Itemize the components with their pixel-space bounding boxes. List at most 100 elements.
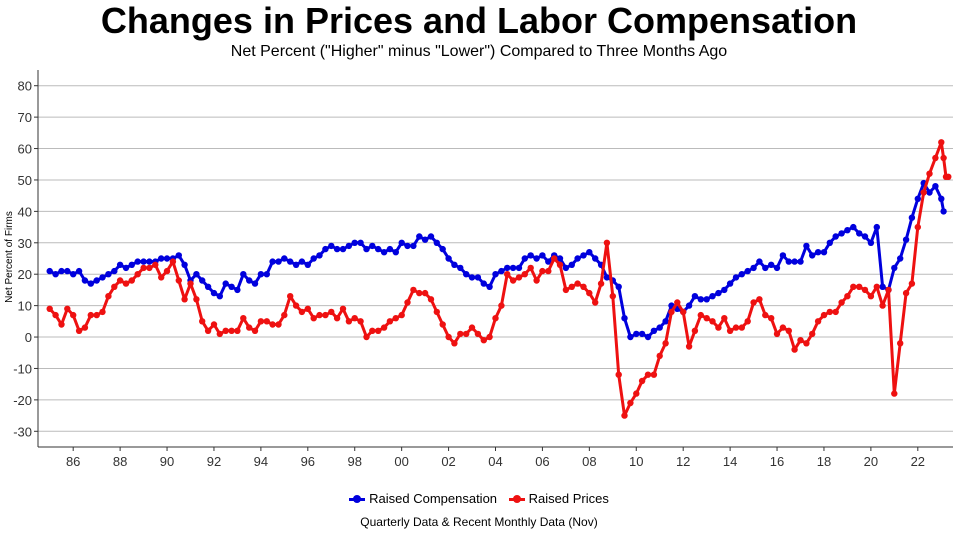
data-point: [838, 299, 845, 306]
data-point: [328, 308, 335, 316]
data-point: [457, 264, 464, 272]
data-point: [926, 170, 933, 177]
data-point: [908, 280, 916, 287]
data-point: [662, 318, 669, 325]
data-point: [562, 264, 570, 272]
data-point: [64, 305, 71, 312]
data-point: [580, 252, 587, 259]
series-line: [48, 140, 949, 418]
data-point: [392, 249, 399, 256]
y-tick-label: -10: [13, 361, 32, 376]
data-point: [463, 330, 470, 338]
data-point: [509, 277, 517, 284]
series-raised-prices: [46, 139, 952, 419]
x-tick-label: 22: [911, 454, 925, 469]
data-point: [468, 324, 476, 331]
legend-label-compensation: Raised Compensation: [369, 491, 498, 506]
data-point: [644, 371, 652, 378]
x-tick-label: 00: [394, 454, 408, 469]
data-point: [105, 293, 112, 300]
data-point: [292, 261, 300, 268]
y-tick-label: 40: [18, 204, 32, 219]
data-point: [768, 261, 775, 268]
data-point: [832, 308, 839, 316]
data-point: [697, 311, 704, 319]
data-point: [691, 293, 699, 300]
data-point: [445, 333, 452, 341]
data-point: [263, 271, 270, 278]
data-point: [357, 318, 364, 325]
data-point: [914, 223, 921, 231]
data-point: [116, 277, 124, 284]
y-tick-label: 0: [25, 330, 32, 345]
data-point: [902, 289, 910, 297]
data-point: [826, 239, 833, 246]
data-point: [762, 311, 769, 319]
data-point: [463, 271, 470, 278]
data-point: [492, 315, 499, 322]
x-tick-label: 02: [441, 454, 455, 469]
y-tick-label: -30: [13, 424, 32, 439]
data-point: [316, 311, 323, 319]
data-point: [105, 271, 112, 278]
data-point: [738, 324, 745, 331]
data-point: [592, 299, 599, 306]
data-point: [809, 330, 816, 338]
data-point: [287, 258, 294, 265]
x-tick-label: 04: [488, 454, 502, 469]
data-point: [926, 189, 933, 196]
y-tick-label: -20: [13, 393, 32, 408]
data-point: [199, 277, 206, 284]
data-point: [797, 337, 804, 344]
data-point: [844, 293, 851, 300]
data-point: [756, 296, 763, 303]
data-point: [369, 242, 376, 250]
data-point: [228, 327, 235, 334]
data-point: [404, 242, 411, 250]
data-point: [603, 274, 611, 281]
data-point: [533, 277, 540, 284]
data-point: [609, 293, 616, 300]
data-point: [421, 289, 429, 297]
x-tick-label: 88: [113, 454, 127, 469]
data-point: [404, 299, 411, 306]
x-tick-label: 96: [301, 454, 315, 469]
data-point: [891, 390, 898, 397]
data-point: [375, 327, 382, 334]
data-point: [257, 318, 265, 325]
data-point: [222, 327, 229, 334]
data-point: [715, 324, 722, 331]
data-point: [732, 274, 740, 281]
data-point: [386, 245, 394, 253]
data-point: [251, 280, 259, 287]
data-point: [46, 267, 53, 275]
data-point: [304, 261, 311, 268]
data-point: [322, 245, 329, 253]
x-tick-label: 20: [864, 454, 878, 469]
chart-subtitle: Net Percent ("Higher" minus "Lower") Com…: [230, 43, 728, 60]
data-point: [246, 277, 253, 284]
data-point: [204, 283, 212, 290]
data-point: [122, 280, 130, 287]
data-point: [633, 330, 640, 338]
data-point: [199, 318, 206, 325]
data-point: [791, 346, 798, 353]
data-point: [122, 264, 130, 272]
data-point: [556, 261, 564, 268]
data-point: [803, 242, 810, 250]
data-point: [697, 296, 704, 303]
data-point: [615, 371, 622, 378]
data-point: [392, 315, 399, 322]
data-point: [240, 271, 247, 278]
x-tick-label: 10: [629, 454, 643, 469]
data-point: [357, 239, 364, 246]
data-point: [539, 252, 546, 259]
data-point: [527, 252, 534, 259]
data-point: [345, 318, 353, 325]
data-point: [709, 293, 716, 300]
data-point: [809, 252, 816, 259]
data-point: [721, 286, 728, 294]
data-point: [932, 183, 939, 190]
data-point: [474, 274, 482, 281]
